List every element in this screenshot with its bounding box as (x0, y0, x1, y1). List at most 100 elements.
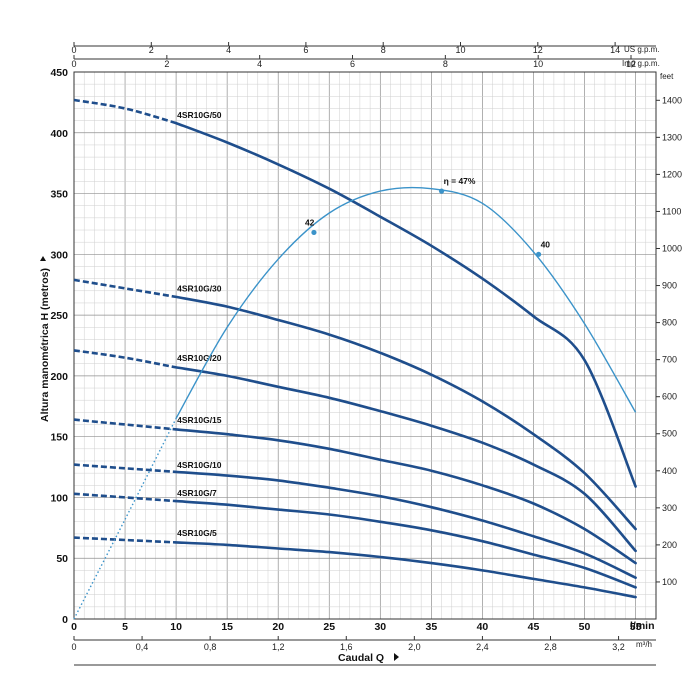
feet-tick-label: 600 (662, 392, 677, 402)
efficiency-point (311, 229, 317, 236)
series-line-dashed (73, 536, 177, 544)
x-axis-title: Caudal Q (338, 652, 384, 664)
y-tick-label: 150 (50, 432, 68, 444)
imp-gpm-tick-label: 6 (350, 59, 355, 69)
y-tick-label: 100 (50, 492, 68, 504)
series-label: 4SR10G/50 (177, 110, 222, 120)
m3h-tick-label: 2,8 (544, 642, 557, 652)
feet-tick-label: 300 (662, 503, 677, 513)
imp-gpm-tick-label: 8 (443, 59, 448, 69)
feet-tick-label: 100 (662, 577, 677, 587)
feet-ticks: 100 200 300 400 500 600 700 800 900 1000 1100 1200 1… (656, 95, 682, 587)
y-tick-label: 200 (50, 371, 68, 383)
series-line (174, 121, 637, 488)
efficiency-point-label: η = 47% (444, 176, 476, 186)
m3h-axis-ticks: 0 0,4 0,8 1,2 1,6 2,0 2,4 2,8 3,2 (71, 636, 625, 652)
series-line (174, 541, 637, 599)
y-tick-label: 350 (50, 189, 68, 201)
feet-unit: feet (660, 72, 674, 81)
feet-tick-label: 200 (662, 540, 677, 550)
feet-tick-label: 700 (662, 355, 677, 365)
m3h-tick-label: 2,0 (408, 642, 421, 652)
series-label: 4SR10G/30 (177, 284, 222, 294)
m3h-unit: m³/h (636, 640, 652, 649)
m3h-tick-label: 2,4 (476, 642, 489, 652)
us-gpm-tick-label: 10 (456, 45, 466, 55)
series-label: 4SR10G/20 (177, 353, 222, 363)
efficiency-point (438, 188, 445, 194)
us-gpm-tick-label: 12 (533, 45, 543, 55)
imp-gpm-tick-label: 4 (257, 59, 262, 69)
x-tick-label: 0 (71, 621, 77, 633)
us-gpm-tick-label: 14 (610, 45, 620, 55)
efficiency-curve-layer: 42 η = 47% 40 (73, 176, 637, 620)
y-tick-label: 0 (62, 614, 68, 626)
x-tick-label: 40 (477, 621, 489, 633)
series-line-dashed (73, 278, 177, 299)
x-tick-label: 30 (374, 621, 386, 633)
y-tick-label: 250 (50, 310, 68, 322)
series-line (174, 366, 637, 553)
x-tick-label: 10 (170, 621, 182, 633)
x-tick-label: 55 (630, 621, 642, 633)
grid (73, 71, 657, 620)
feet-tick-label: 900 (662, 281, 677, 291)
series-line-dashed (73, 492, 177, 503)
imp-gpm-tick-label: 12 (626, 59, 636, 69)
feet-tick-label: 1200 (662, 169, 682, 179)
us-gpm-ticks: 0 2 4 6 8 10 12 14 (71, 42, 620, 55)
x-axis-unit: l/min (630, 620, 655, 632)
imp-gpm-tick-label: 0 (71, 59, 76, 69)
efficiency-line (175, 186, 637, 419)
x-axis-arrow-icon (394, 653, 399, 661)
x-tick-label: 45 (528, 621, 540, 633)
feet-tick-label: 1300 (662, 132, 682, 142)
us-gpm-tick-label: 0 (71, 45, 76, 55)
series-line-dashed (73, 349, 177, 369)
series-label: 4SR10G/15 (177, 415, 222, 425)
x-tick-label: 20 (272, 621, 284, 633)
y-tick-label: 50 (56, 553, 68, 565)
m3h-tick-label: 0,4 (136, 642, 149, 652)
us-gpm-unit: US g.p.m. (624, 45, 660, 54)
imp-gpm-unit: Imp g.p.m. (622, 59, 660, 68)
m3h-tick-label: 0 (71, 642, 76, 652)
y-axis-arrow-icon (40, 256, 46, 261)
feet-tick-label: 1000 (662, 243, 682, 253)
feet-tick-label: 1100 (662, 206, 681, 216)
us-gpm-tick-label: 6 (303, 45, 308, 55)
m3h-tick-label: 3,2 (612, 642, 625, 652)
y-axis-ticks: 0 50 100 150 200 250 300 350 400 450 (50, 67, 68, 626)
feet-tick-label: 500 (662, 429, 677, 439)
imp-gpm-tick-label: 10 (533, 59, 543, 69)
series-line (174, 499, 637, 589)
imp-gpm-ticks: 0 2 4 6 8 10 12 (71, 55, 636, 69)
m3h-tick-label: 0,8 (204, 642, 217, 652)
us-gpm-tick-label: 4 (226, 45, 231, 55)
us-gpm-tick-label: 8 (381, 45, 386, 55)
x-axis-ticks: 0 5 10 15 20 25 30 35 40 45 50 55 (71, 621, 641, 633)
x-tick-label: 50 (579, 621, 591, 633)
feet-tick-label: 1400 (662, 95, 682, 105)
y-tick-label: 400 (50, 128, 68, 140)
feet-tick-label: 400 (662, 466, 677, 476)
m3h-tick-label: 1,6 (340, 642, 353, 652)
x-tick-label: 25 (323, 621, 335, 633)
imp-gpm-tick-label: 2 (164, 59, 169, 69)
series-label: 4SR10G/7 (177, 488, 217, 498)
efficiency-line-dotted (73, 418, 177, 620)
x-tick-label: 35 (426, 621, 438, 633)
y-tick-label: 300 (50, 249, 68, 261)
series-label: 4SR10G/10 (177, 460, 222, 470)
y-axis-title: Altura manométrica H (metros) (39, 268, 51, 422)
efficiency-point (535, 251, 542, 257)
series-line (174, 295, 637, 531)
plot-frame (73, 71, 657, 620)
pump-curves: 4SR10G/50 4SR10G/30 4SR10G/20 4SR10G/15 4SR1… (73, 98, 637, 599)
m3h-tick-label: 1,2 (272, 642, 285, 652)
efficiency-point-label: 40 (541, 239, 551, 249)
series-line-dashed (73, 98, 177, 125)
series-line (174, 470, 637, 579)
x-tick-label: 15 (221, 621, 233, 633)
